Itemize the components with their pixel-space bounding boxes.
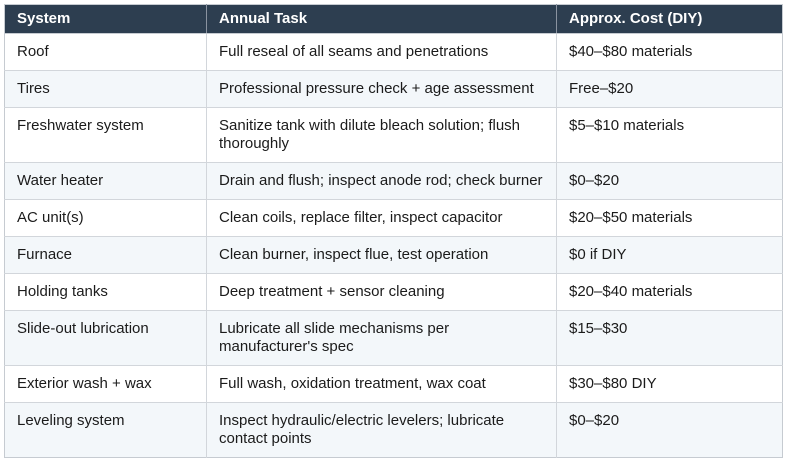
system-cell: AC unit(s)	[4, 199, 207, 237]
cost-cell: $0–$20	[556, 402, 783, 458]
cost-cell: $20–$50 materials	[556, 199, 783, 237]
table-row: Water heater Drain and flush; inspect an…	[4, 162, 783, 200]
system-cell: Tires	[4, 70, 207, 108]
table-row: Roof Full reseal of all seams and penetr…	[4, 33, 783, 71]
table-row: Exterior wash + wax Full wash, oxidation…	[4, 365, 783, 403]
column-header-annual-task: Annual Task	[206, 4, 557, 34]
table-row: Freshwater system Sanitize tank with dil…	[4, 107, 783, 163]
system-cell: Water heater	[4, 162, 207, 200]
cost-cell: $5–$10 materials	[556, 107, 783, 163]
annual-task-cell: Sanitize tank with dilute bleach solutio…	[206, 107, 557, 163]
annual-task-cell: Full reseal of all seams and penetration…	[206, 33, 557, 71]
table-row: Tires Professional pressure check + age …	[4, 70, 783, 108]
system-cell: Leveling system	[4, 402, 207, 458]
table-row: Furnace Clean burner, inspect flue, test…	[4, 236, 783, 274]
cost-cell: $15–$30	[556, 310, 783, 366]
cost-cell: Free–$20	[556, 70, 783, 108]
annual-task-cell: Lubricate all slide mechanisms per manuf…	[206, 310, 557, 366]
cost-cell: $40–$80 materials	[556, 33, 783, 71]
table-row: Holding tanks Deep treatment + sensor cl…	[4, 273, 783, 311]
annual-task-cell: Inspect hydraulic/electric levelers; lub…	[206, 402, 557, 458]
column-header-system: System	[4, 4, 207, 34]
cost-cell: $30–$80 DIY	[556, 365, 783, 403]
table-row: AC unit(s) Clean coils, replace filter, …	[4, 199, 783, 237]
system-cell: Furnace	[4, 236, 207, 274]
maintenance-cost-table: System Annual Task Approx. Cost (DIY) Ro…	[4, 4, 783, 458]
table-row: Slide-out lubrication Lubricate all slid…	[4, 310, 783, 366]
system-cell: Roof	[4, 33, 207, 71]
table-body: Roof Full reseal of all seams and penetr…	[4, 33, 783, 458]
annual-task-cell: Clean burner, inspect flue, test operati…	[206, 236, 557, 274]
cost-cell: $0 if DIY	[556, 236, 783, 274]
annual-task-cell: Drain and flush; inspect anode rod; chec…	[206, 162, 557, 200]
system-cell: Slide-out lubrication	[4, 310, 207, 366]
cost-cell: $0–$20	[556, 162, 783, 200]
annual-task-cell: Clean coils, replace filter, inspect cap…	[206, 199, 557, 237]
cost-cell: $20–$40 materials	[556, 273, 783, 311]
system-cell: Freshwater system	[4, 107, 207, 163]
annual-task-cell: Full wash, oxidation treatment, wax coat	[206, 365, 557, 403]
system-cell: Exterior wash + wax	[4, 365, 207, 403]
column-header-approx-cost: Approx. Cost (DIY)	[556, 4, 783, 34]
table-header: System Annual Task Approx. Cost (DIY)	[4, 4, 783, 34]
header-row: System Annual Task Approx. Cost (DIY)	[4, 4, 783, 34]
table-row: Leveling system Inspect hydraulic/electr…	[4, 402, 783, 458]
annual-task-cell: Deep treatment + sensor cleaning	[206, 273, 557, 311]
system-cell: Holding tanks	[4, 273, 207, 311]
annual-task-cell: Professional pressure check + age assess…	[206, 70, 557, 108]
